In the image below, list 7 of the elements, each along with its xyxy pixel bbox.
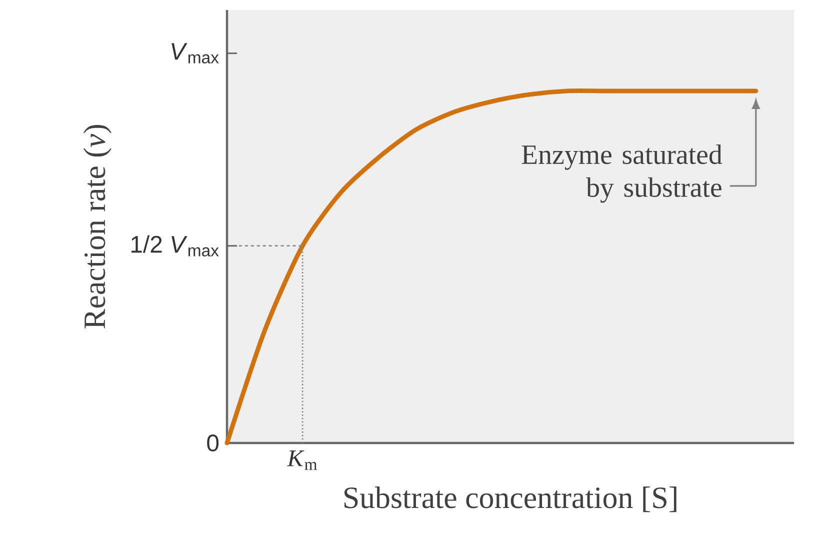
text: 1/2 V$_{max}$ <box>132 235 219 256</box>
text: V$_{max}$ <box>172 43 219 64</box>
text: K$_{m}$ <box>287 450 318 470</box>
x-axis-title: Substrate concentration [S] <box>344 486 676 512</box>
annotation: Enzyme saturated by substrate <box>522 144 722 203</box>
y-axis-title: Reaction rate (v) <box>83 124 112 328</box>
text: 0 <box>207 434 219 452</box>
